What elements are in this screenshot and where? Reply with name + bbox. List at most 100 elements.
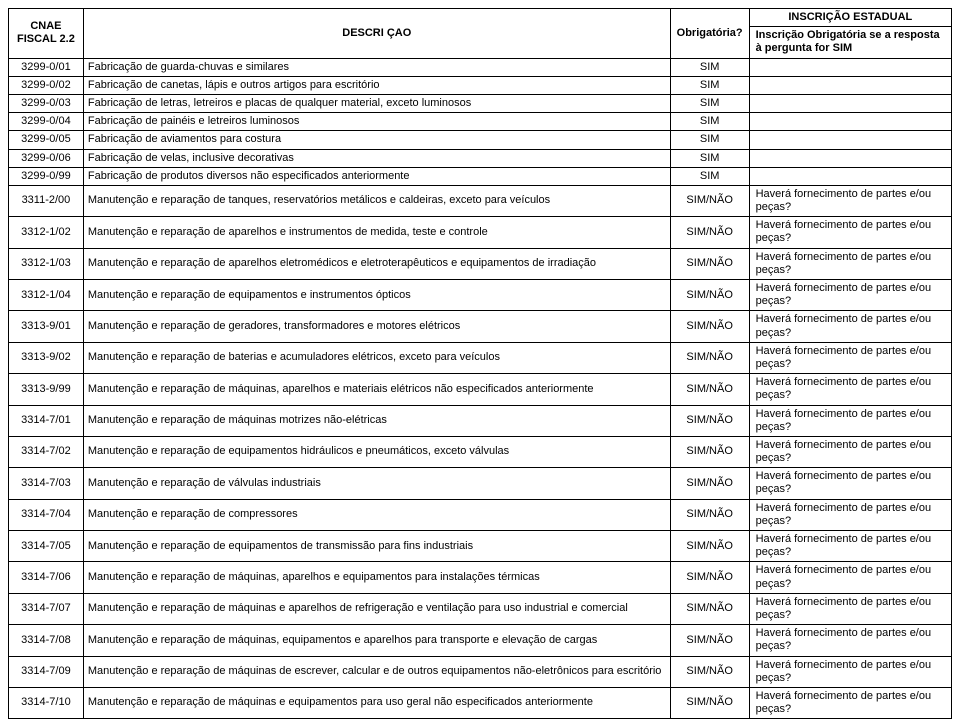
cell-desc: Manutenção e reparação de máquinas, equi… [83, 625, 670, 656]
table-row: 3312-1/02Manutenção e reparação de apare… [9, 217, 952, 248]
cell-inscricao [749, 94, 951, 112]
cell-desc: Fabricação de aviamentos para costura [83, 131, 670, 149]
table-row: 3314-7/09Manutenção e reparação de máqui… [9, 656, 952, 687]
cell-obrigatoria: SIM/NÃO [670, 311, 749, 342]
cell-code: 3313-9/02 [9, 342, 84, 373]
cell-code: 3312-1/02 [9, 217, 84, 248]
cell-obrigatoria: SIM/NÃO [670, 436, 749, 467]
cell-desc: Manutenção e reparação de equipamentos e… [83, 280, 670, 311]
cell-desc: Fabricação de letras, letreiros e placas… [83, 94, 670, 112]
cell-inscricao: Haverá fornecimento de partes e/ou peças… [749, 687, 951, 718]
cell-inscricao [749, 167, 951, 185]
table-row: 3299-0/01Fabricação de guarda-chuvas e s… [9, 58, 952, 76]
cell-obrigatoria: SIM [670, 76, 749, 94]
cell-code: 3314-7/04 [9, 499, 84, 530]
cell-obrigatoria: SIM/NÃO [670, 468, 749, 499]
table-row: 3314-7/03Manutenção e reparação de válvu… [9, 468, 952, 499]
cell-code: 3314-7/05 [9, 531, 84, 562]
cell-desc: Manutenção e reparação de aparelhos elet… [83, 248, 670, 279]
cell-code: 3314-7/08 [9, 625, 84, 656]
cell-obrigatoria: SIM [670, 131, 749, 149]
cell-obrigatoria: SIM [670, 94, 749, 112]
cell-inscricao: Haverá fornecimento de partes e/ou peças… [749, 468, 951, 499]
table-row: 3314-7/01Manutenção e reparação de máqui… [9, 405, 952, 436]
cell-obrigatoria: SIM/NÃO [670, 687, 749, 718]
cell-code: 3312-1/04 [9, 280, 84, 311]
cell-desc: Fabricação de painéis e letreiros lumino… [83, 113, 670, 131]
cell-obrigatoria: SIM [670, 58, 749, 76]
table-row: 3312-1/04Manutenção e reparação de equip… [9, 280, 952, 311]
cell-code: 3299-0/04 [9, 113, 84, 131]
cell-desc: Manutenção e reparação de máquinas, apar… [83, 374, 670, 405]
cell-obrigatoria: SIM/NÃO [670, 248, 749, 279]
cell-desc: Manutenção e reparação de máquinas e equ… [83, 687, 670, 718]
cell-code: 3311-2/00 [9, 185, 84, 216]
cell-code: 3314-7/01 [9, 405, 84, 436]
cell-obrigatoria: SIM/NÃO [670, 217, 749, 248]
cell-obrigatoria: SIM [670, 167, 749, 185]
cell-inscricao [749, 149, 951, 167]
cell-desc: Manutenção e reparação de equipamentos h… [83, 436, 670, 467]
cell-inscricao [749, 131, 951, 149]
cell-desc: Fabricação de produtos diversos não espe… [83, 167, 670, 185]
cell-obrigatoria: SIM/NÃO [670, 499, 749, 530]
cell-inscricao [749, 58, 951, 76]
table-row: 3299-0/05Fabricação de aviamentos para c… [9, 131, 952, 149]
cell-inscricao: Haverá fornecimento de partes e/ou peças… [749, 436, 951, 467]
cell-desc: Manutenção e reparação de máquinas, apar… [83, 562, 670, 593]
header-cnae: CNAE FISCAL 2.2 [9, 9, 84, 59]
cell-code: 3313-9/01 [9, 311, 84, 342]
cell-obrigatoria: SIM/NÃO [670, 374, 749, 405]
table-row: 3299-0/99Fabricação de produtos diversos… [9, 167, 952, 185]
header-descricao: DESCRI ÇAO [83, 9, 670, 59]
cnae-table: CNAE FISCAL 2.2 DESCRI ÇAO Obrigatória? … [8, 8, 952, 719]
cell-code: 3313-9/99 [9, 374, 84, 405]
cell-code: 3314-7/02 [9, 436, 84, 467]
table-row: 3313-9/99Manutenção e reparação de máqui… [9, 374, 952, 405]
cell-code: 3299-0/01 [9, 58, 84, 76]
cell-code: 3299-0/02 [9, 76, 84, 94]
table-row: 3299-0/03Fabricação de letras, letreiros… [9, 94, 952, 112]
cell-inscricao: Haverá fornecimento de partes e/ou peças… [749, 280, 951, 311]
table-row: 3314-7/05Manutenção e reparação de equip… [9, 531, 952, 562]
table-row: 3314-7/02Manutenção e reparação de equip… [9, 436, 952, 467]
cell-code: 3314-7/10 [9, 687, 84, 718]
cell-desc: Manutenção e reparação de máquinas de es… [83, 656, 670, 687]
cell-inscricao [749, 76, 951, 94]
cell-desc: Manutenção e reparação de máquinas motri… [83, 405, 670, 436]
cell-inscricao: Haverá fornecimento de partes e/ou peças… [749, 531, 951, 562]
cell-code: 3299-0/05 [9, 131, 84, 149]
table-body: 3299-0/01Fabricação de guarda-chuvas e s… [9, 58, 952, 719]
cell-code: 3314-7/07 [9, 593, 84, 624]
table-row: 3311-2/00Manutenção e reparação de tanqu… [9, 185, 952, 216]
cell-obrigatoria: SIM/NÃO [670, 656, 749, 687]
cell-inscricao: Haverá fornecimento de partes e/ou peças… [749, 625, 951, 656]
cell-inscricao [749, 113, 951, 131]
header-inscricao-obrig: Inscrição Obrigatória se a resposta à pe… [749, 27, 951, 58]
cell-desc: Fabricação de guarda-chuvas e similares [83, 58, 670, 76]
table-row: 3299-0/02Fabricação de canetas, lápis e … [9, 76, 952, 94]
table-row: 3314-7/06Manutenção e reparação de máqui… [9, 562, 952, 593]
cell-inscricao: Haverá fornecimento de partes e/ou peças… [749, 217, 951, 248]
cell-inscricao: Haverá fornecimento de partes e/ou peças… [749, 656, 951, 687]
cell-desc: Manutenção e reparação de válvulas indus… [83, 468, 670, 499]
cell-code: 3299-0/03 [9, 94, 84, 112]
cell-desc: Manutenção e reparação de compressores [83, 499, 670, 530]
header-obrigatoria: Obrigatória? [670, 9, 749, 59]
cell-inscricao: Haverá fornecimento de partes e/ou peças… [749, 185, 951, 216]
cell-obrigatoria: SIM/NÃO [670, 562, 749, 593]
table-row: 3314-7/04Manutenção e reparação de compr… [9, 499, 952, 530]
cell-obrigatoria: SIM/NÃO [670, 593, 749, 624]
cell-code: 3299-0/06 [9, 149, 84, 167]
cell-inscricao: Haverá fornecimento de partes e/ou peças… [749, 311, 951, 342]
cell-obrigatoria: SIM/NÃO [670, 280, 749, 311]
cell-obrigatoria: SIM [670, 149, 749, 167]
cell-code: 3314-7/03 [9, 468, 84, 499]
cell-desc: Fabricação de canetas, lápis e outros ar… [83, 76, 670, 94]
cell-inscricao: Haverá fornecimento de partes e/ou peças… [749, 562, 951, 593]
cell-obrigatoria: SIM/NÃO [670, 625, 749, 656]
cell-code: 3299-0/99 [9, 167, 84, 185]
cell-inscricao: Haverá fornecimento de partes e/ou peças… [749, 405, 951, 436]
cell-obrigatoria: SIM/NÃO [670, 342, 749, 373]
cell-desc: Manutenção e reparação de tanques, reser… [83, 185, 670, 216]
